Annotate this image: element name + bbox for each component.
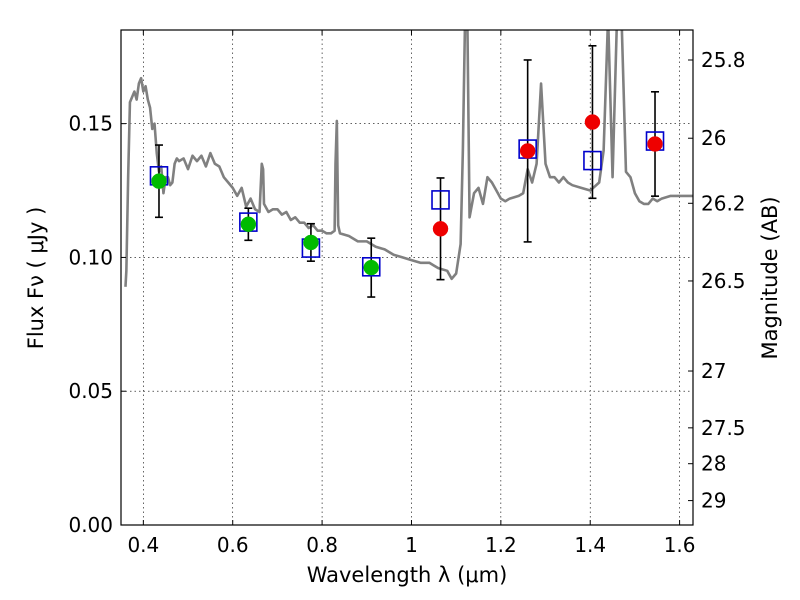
model-band-square [431, 190, 450, 210]
y2-tick-label: 29 [701, 489, 726, 513]
plot-area [121, 30, 693, 525]
x-tick-label: 1.2 [485, 533, 517, 557]
x-tick-label: 1.4 [574, 533, 606, 557]
observed-point-red [584, 114, 601, 130]
observed-point-red [432, 221, 449, 237]
observed-point-green [240, 216, 257, 233]
grid [121, 30, 693, 525]
y-tick-label: 0.00 [68, 513, 113, 537]
observed-point-green [303, 234, 319, 251]
model-spectrum-line [124, 30, 693, 287]
y-axis-label: Flux Fν ( μJy ) [24, 207, 48, 350]
y2-tick-label: 25.8 [701, 48, 746, 72]
x-axis-label: Wavelength λ (μm) [307, 563, 508, 587]
y-tick-label: 0.05 [68, 379, 113, 403]
observed-point-green [363, 259, 379, 276]
x-tick-label: 0.4 [127, 533, 159, 557]
tick-layer: 0.4 0.6 0.8 1 1.2 1.4 1.6 0.00 0.05 0.10 0.15 25.8 2… [68, 30, 746, 557]
model-band-square [361, 256, 381, 277]
x-tick-label: 0.8 [306, 533, 338, 557]
y-tick-label: 0.10 [68, 245, 113, 269]
plot-frame [120, 29, 694, 526]
observed-point-red [519, 143, 536, 159]
y-tick-label: 0.15 [68, 112, 113, 136]
y2-tick-label: 26 [701, 126, 726, 150]
model-spectrum-layer [124, 30, 693, 287]
x-tick-label: 1.6 [664, 533, 696, 557]
observed-point-green [151, 173, 167, 189]
x-tick-label: 0.6 [217, 533, 249, 557]
y2-tick-label: 28 [701, 452, 726, 476]
x-tick-label: 1 [405, 533, 418, 557]
observed-point-red [647, 136, 663, 152]
observed-point-layer [151, 114, 663, 276]
y2-axis-label: Magnitude (AB) [758, 196, 782, 359]
y2-tick-label: 27.5 [701, 416, 746, 440]
y2-tick-label: 26.2 [701, 191, 746, 215]
y2-tick-label: 26.5 [701, 269, 746, 293]
model-band-square [583, 150, 602, 171]
y2-tick-label: 27 [701, 359, 726, 383]
